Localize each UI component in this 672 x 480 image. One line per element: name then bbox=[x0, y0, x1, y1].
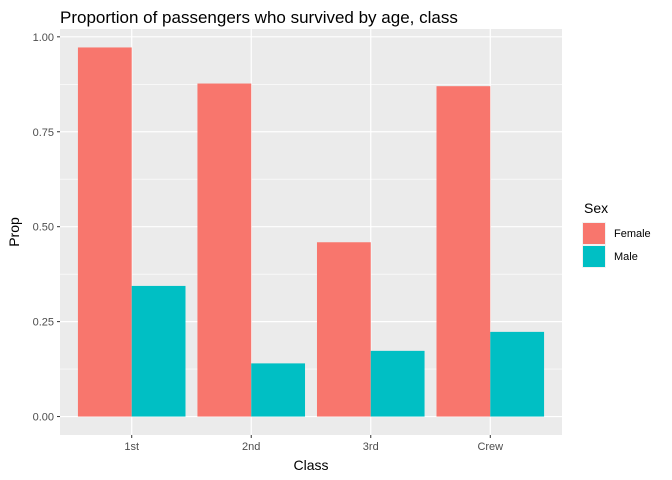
bar-female-crew bbox=[436, 86, 491, 417]
y-tick-label: 0.25 bbox=[33, 317, 54, 329]
legend-items: Female Male bbox=[582, 222, 651, 268]
legend-label-male: Male bbox=[614, 251, 638, 263]
chart-title: Proportion of passengers who survived by… bbox=[60, 8, 458, 27]
y-tick-label: 0.00 bbox=[33, 412, 54, 424]
x-axis-title: Class bbox=[293, 457, 328, 473]
bar-male-2nd bbox=[251, 363, 306, 417]
legend-key-male bbox=[583, 246, 605, 267]
y-axis: 0.00 0.25 0.50 0.75 1.00 bbox=[33, 32, 60, 424]
bar-male-1st bbox=[131, 285, 186, 417]
bar-female-1st bbox=[77, 47, 132, 417]
legend-key-female bbox=[583, 223, 605, 244]
y-tick-label: 0.75 bbox=[33, 127, 54, 139]
bars bbox=[77, 47, 545, 417]
bar-female-3rd bbox=[316, 242, 371, 417]
legend-label-female: Female bbox=[614, 228, 651, 240]
y-axis-title: Prop bbox=[6, 217, 22, 247]
y-tick-label: 0.50 bbox=[33, 222, 54, 234]
y-tick-label: 1.00 bbox=[33, 32, 54, 44]
x-tick-label: Crew bbox=[477, 441, 503, 453]
bar-male-crew bbox=[490, 331, 545, 417]
x-tick-label: 2nd bbox=[242, 441, 260, 453]
x-tick-label: 3rd bbox=[363, 441, 379, 453]
bar-male-3rd bbox=[370, 350, 425, 417]
x-axis: 1st 2nd 3rd Crew bbox=[124, 435, 503, 453]
bar-female-2nd bbox=[197, 83, 252, 417]
legend: Sex Female Male bbox=[582, 200, 651, 268]
legend-title: Sex bbox=[584, 200, 608, 216]
x-tick-label: 1st bbox=[124, 441, 139, 453]
